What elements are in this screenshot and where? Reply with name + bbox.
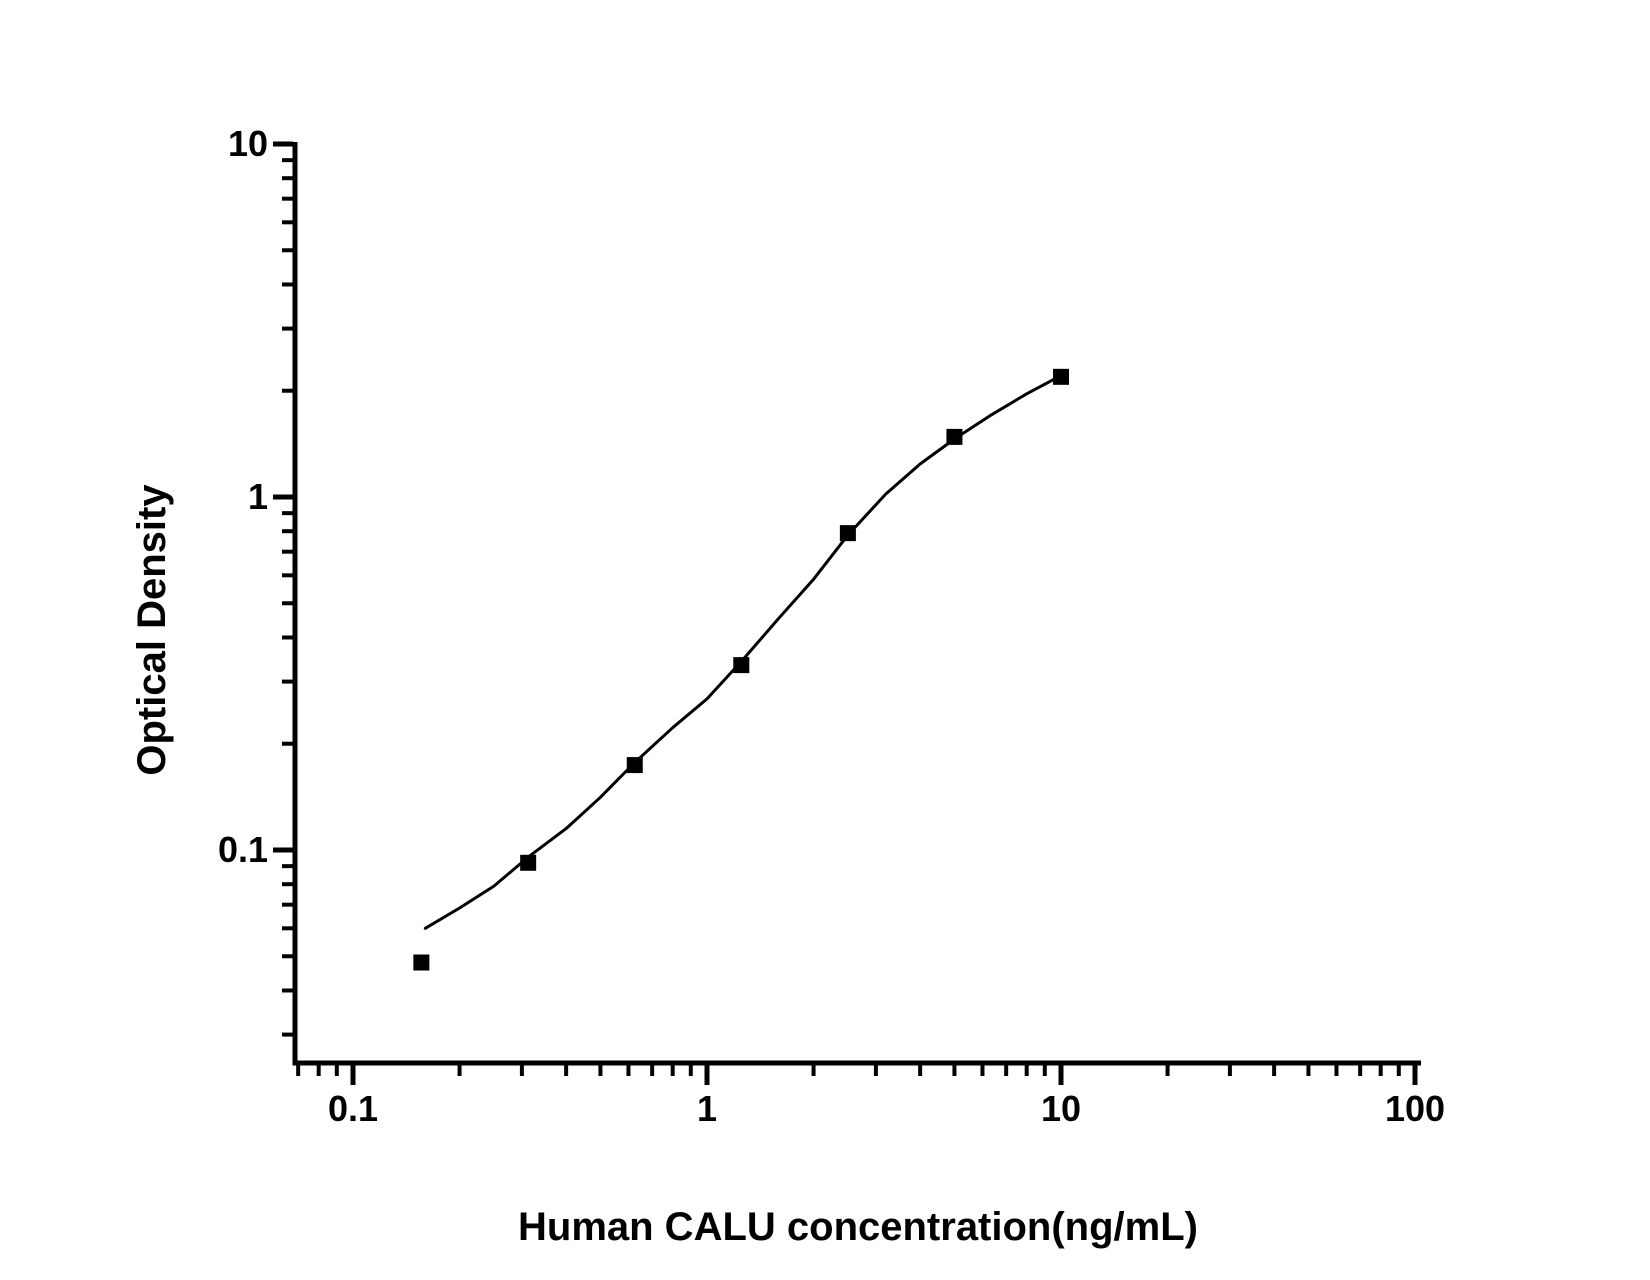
x-tick-label: 100 (1385, 1088, 1445, 1129)
data-point-marker (733, 657, 750, 674)
y-axis-tick-labels: 0.1 1 10 (218, 123, 268, 870)
x-tick-label: 10 (1041, 1088, 1081, 1129)
series-layer (413, 368, 1069, 971)
x-tick-label: 0.1 (328, 1088, 378, 1129)
y-axis-ticks (273, 141, 293, 1037)
y-tick-label: 10 (228, 123, 268, 164)
x-axis-ticks (296, 1065, 1418, 1085)
y-tick-label: 1 (248, 476, 268, 517)
data-point-marker (413, 954, 430, 971)
x-tick-label: 1 (697, 1088, 717, 1129)
fit-curve-line (423, 372, 1066, 930)
x-axis-title: Human CALU concentration(ng/mL) (518, 1205, 1198, 1249)
data-point-marker (626, 757, 643, 774)
y-tick-label: 0.1 (218, 829, 268, 870)
x-axis-tick-labels: 0.1 1 10 100 (328, 1088, 1445, 1129)
y-axis-title: Optical Density (130, 484, 174, 776)
